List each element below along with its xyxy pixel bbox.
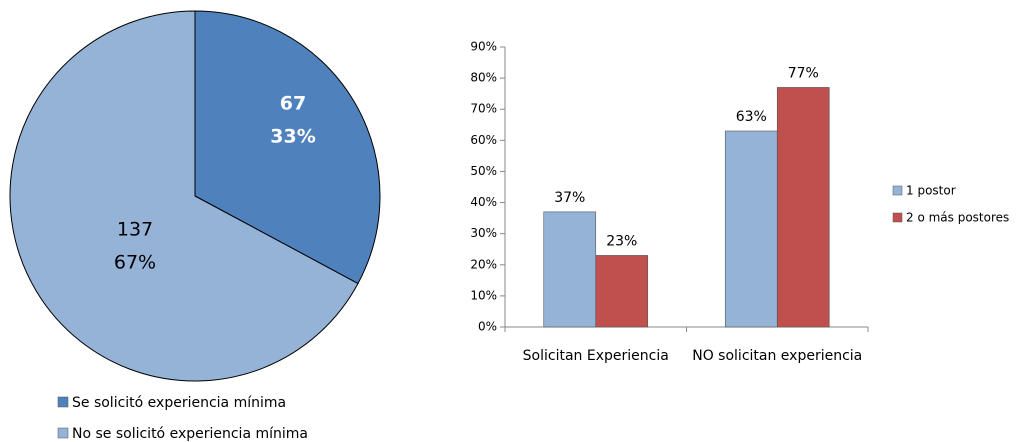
bar-value-label: 23% [606,233,637,249]
pie-slice [9,10,359,382]
slice-percent: 33% [270,126,315,148]
legend-label: 2 o más postores [906,211,1009,225]
legend-label: Se solicitó experiencia mínima [72,395,286,411]
legend-swatch [57,396,69,408]
bar [595,255,649,328]
y-tick-label: 50% [470,164,497,178]
bar-value-label: 63% [736,109,767,125]
legend-swatch [892,185,903,196]
x-tick-label: Solicitan Experiencia [523,348,669,364]
pie-slice [194,10,381,285]
bar [724,130,778,328]
y-tick-label: 80% [470,71,497,85]
y-tick-label: 30% [470,226,497,240]
legend-swatch [892,212,903,223]
y-tick-label: 20% [470,257,497,271]
legend-label: No se solicitó experiencia mínima [72,426,308,442]
y-tick-label: 60% [470,133,497,147]
x-tick-label: NO solicitan experiencia [692,348,862,364]
y-tick-label: 40% [470,195,497,209]
bar [543,211,597,328]
y-tick-label: 10% [470,288,497,302]
y-tick-label: 0% [478,320,497,334]
legend-label: 1 postor [906,184,956,198]
slice-count: 137 [117,219,153,241]
slice-count: 67 [280,93,306,115]
y-tick-label: 70% [470,102,497,116]
y-tick-label: 90% [470,40,497,54]
slice-percent: 67% [114,252,156,274]
bar [776,87,830,328]
bar-value-label: 37% [554,190,585,206]
legend-swatch [57,427,69,439]
bar-value-label: 77% [788,65,819,81]
